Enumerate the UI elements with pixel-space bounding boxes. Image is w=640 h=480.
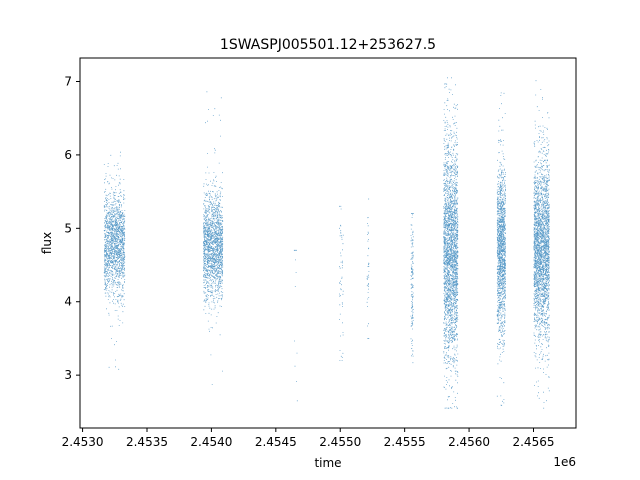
x-tick-label: 2.4550 — [319, 435, 361, 449]
x-axis-label: time — [314, 456, 341, 470]
x-tick-label: 2.4545 — [255, 435, 297, 449]
y-tick-label: 4 — [64, 295, 72, 309]
point-cluster-6 — [410, 213, 414, 364]
y-axis: 3 4 5 6 7 — [64, 74, 80, 382]
x-tick-label: 2.4540 — [190, 435, 232, 449]
y-axis-label: flux — [40, 232, 54, 254]
point-cluster-8 — [496, 92, 506, 406]
scatter-points — [103, 77, 550, 409]
x-tick-label: 2.4560 — [448, 435, 490, 449]
point-cluster-3 — [293, 249, 298, 402]
x-axis: 2.4530 2.4535 2.4540 2.4545 2.4550 2.4555 2.45… — [62, 428, 554, 449]
y-tick-label: 7 — [64, 74, 72, 88]
point-cluster-1 — [103, 151, 126, 370]
chart-title: 1SWASPJ005501.12+253627.5 — [220, 37, 436, 53]
y-tick-label: 6 — [64, 148, 72, 162]
x-tick-label: 2.4530 — [62, 435, 104, 449]
point-cluster-4 — [339, 205, 344, 361]
point-cluster-7 — [443, 77, 459, 409]
plot-frame — [79, 57, 577, 429]
y-tick-label: 3 — [64, 368, 72, 382]
x-tick-label: 2.4555 — [384, 435, 426, 449]
point-cluster-5 — [366, 198, 370, 339]
x-tick-label: 2.4535 — [126, 435, 168, 449]
point-cluster-2 — [203, 91, 224, 385]
x-axis-offset-label: 1e6 — [553, 455, 576, 469]
x-tick-label: 2.4565 — [512, 435, 554, 449]
y-tick-label: 5 — [64, 221, 72, 235]
point-cluster-9 — [533, 80, 550, 409]
